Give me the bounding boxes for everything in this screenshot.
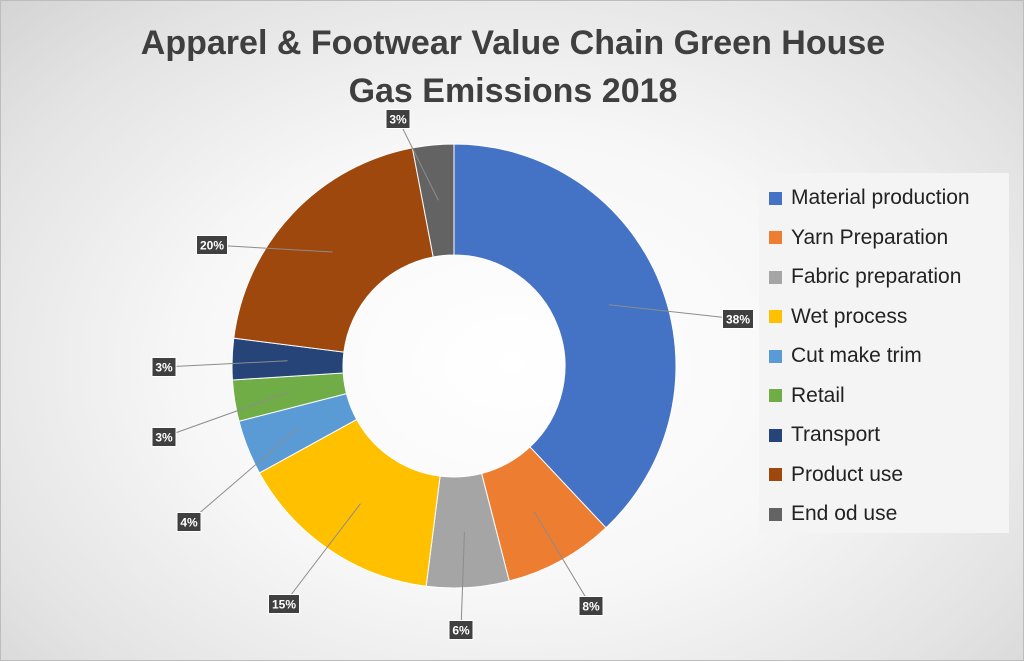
data-label-product-use: 20% xyxy=(196,235,228,255)
chart-title: Apparel & Footwear Value Chain Green Hou… xyxy=(1,19,1024,115)
data-label-text: 4% xyxy=(180,516,198,530)
legend-item-end-od-use: End od use xyxy=(769,499,897,529)
data-label-material-production: 38% xyxy=(722,309,754,329)
legend-swatch xyxy=(769,310,782,323)
leader-line-retail xyxy=(163,391,290,438)
leader-line-yarn-preparation xyxy=(533,511,592,607)
data-label-end-od-use: 3% xyxy=(385,109,411,129)
slice-wet-process xyxy=(258,418,441,587)
legend-swatch xyxy=(769,191,782,205)
data-label-text: 3% xyxy=(155,361,173,375)
data-label-wet-process: 15% xyxy=(268,594,300,614)
legend-label: Material production xyxy=(791,186,970,209)
data-label-text: 8% xyxy=(582,600,600,614)
legend-label: Product use xyxy=(791,462,904,486)
legend-swatch xyxy=(769,428,782,442)
legend-swatch xyxy=(769,231,782,244)
legend-swatch xyxy=(769,270,782,284)
data-label-box xyxy=(448,620,474,640)
legend-swatch xyxy=(769,468,782,481)
data-label-yarn-preparation: 8% xyxy=(578,596,604,616)
legend-item-yarn-preparation: Yarn Preparation xyxy=(769,223,948,253)
legend-label: Retail xyxy=(791,383,845,407)
slice-end-od-use xyxy=(411,143,455,258)
data-labels: 38% 8% 6% 15% 4% 3% 3% 20% 3% xyxy=(151,109,754,640)
leader-line-wet-process xyxy=(283,503,361,605)
data-label-cut-make-trim: 4% xyxy=(176,512,202,532)
leader-line-fabric-preparation xyxy=(460,532,465,631)
legend-label: Yarn Preparation xyxy=(791,225,949,249)
data-label-fabric-preparation: 6% xyxy=(448,620,474,640)
data-label-text: 6% xyxy=(452,624,470,638)
leader-line-material-production xyxy=(608,304,739,320)
data-label-text: 3% xyxy=(155,431,173,445)
data-label-box xyxy=(268,594,300,614)
leader-line-end-od-use xyxy=(397,118,439,201)
chart-title-line-1: Apparel & Footwear Value Chain Green Hou… xyxy=(140,24,886,62)
legend-swatch xyxy=(769,349,782,363)
legend-item-transport: Transport xyxy=(769,420,880,450)
data-label-box xyxy=(151,427,177,447)
legend-swatch xyxy=(769,389,782,402)
data-label-box xyxy=(196,235,228,255)
leader-lines xyxy=(163,118,739,631)
data-label-box xyxy=(578,596,604,616)
legend-label: Cut make trim xyxy=(791,344,922,367)
legend-item-material-production: Material production xyxy=(769,183,970,213)
data-label-box xyxy=(151,357,177,377)
legend-label: Fabric preparation xyxy=(791,265,962,288)
data-label-box xyxy=(722,309,754,329)
legend-swatch xyxy=(769,507,782,521)
legend-label: Wet process xyxy=(791,304,908,328)
data-label-text: 38% xyxy=(726,313,750,327)
legend: Material production Yarn Preparation Fabri… xyxy=(759,173,1009,533)
legend-label: Transport xyxy=(791,423,881,446)
donut-slices xyxy=(231,143,677,589)
legend-item-retail: Retail xyxy=(769,381,845,411)
data-label-text: 20% xyxy=(200,239,224,253)
leader-line-product-use xyxy=(211,244,333,253)
chart-title-line-2: Gas Emissions 2018 xyxy=(348,72,678,110)
slice-material-production xyxy=(453,143,677,529)
data-label-box xyxy=(385,109,411,129)
legend-item-product-use: Product use xyxy=(769,460,903,490)
legend-item-cut-make-trim: Cut make trim xyxy=(769,341,922,371)
legend-item-wet-process: Wet process xyxy=(769,302,907,332)
data-label-transport: 3% xyxy=(151,357,177,377)
slice-product-use xyxy=(233,147,434,353)
data-label-text: 15% xyxy=(272,598,296,612)
data-label-retail: 3% xyxy=(151,427,177,447)
data-label-text: 3% xyxy=(389,113,407,127)
legend-item-fabric-preparation: Fabric preparation xyxy=(769,262,961,292)
leader-line-cut-make-trim xyxy=(188,426,300,523)
leader-line-transport xyxy=(163,360,288,368)
data-label-box xyxy=(176,512,202,532)
legend-label: End od use xyxy=(791,502,898,525)
